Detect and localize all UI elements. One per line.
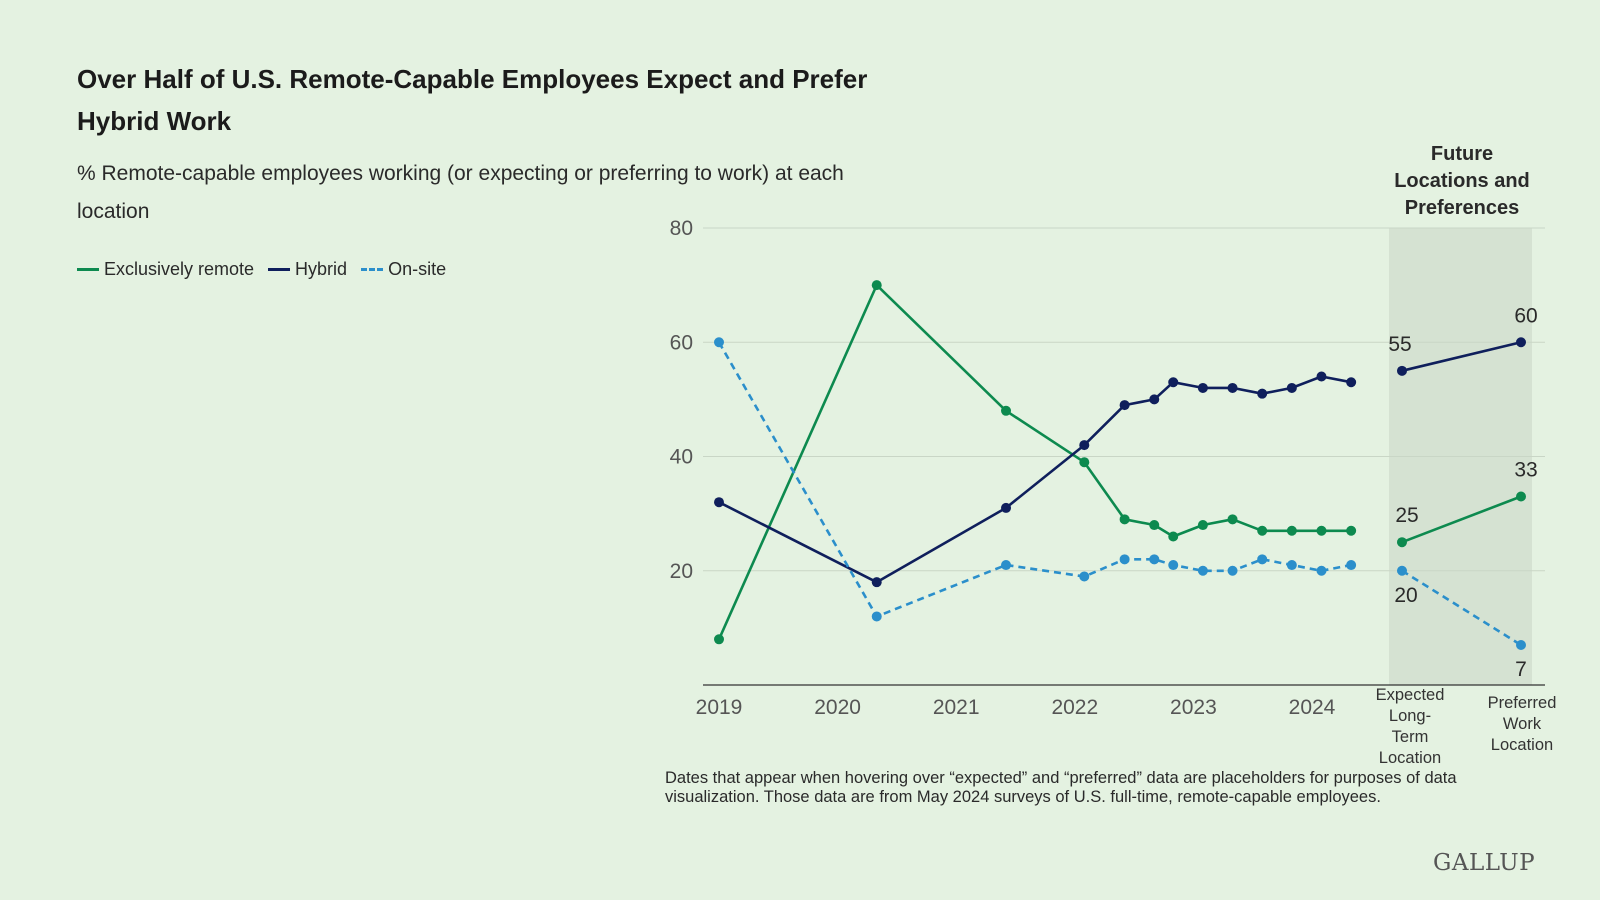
point-on-site-9 (1257, 554, 1268, 565)
point-exclusively-remote-7 (1197, 520, 1208, 531)
point-on-site-3 (1079, 571, 1090, 582)
point-on-site-2 (1001, 560, 1012, 571)
future-point-hybrid-2 (1516, 337, 1526, 348)
point-exclusively-remote-6 (1168, 531, 1179, 542)
point-on-site-10 (1286, 560, 1297, 571)
point-on-site-4 (1119, 554, 1130, 565)
point-hybrid-10 (1286, 382, 1297, 393)
point-on-site-7 (1197, 565, 1208, 576)
legend-label-on-site: On-site (388, 259, 447, 279)
point-exclusively-remote-1 (871, 280, 882, 291)
future-header-line-2: Locations and (1394, 170, 1530, 192)
point-on-site-1 (871, 611, 882, 622)
legend: Exclusively remote Hybrid On-site (77, 259, 460, 280)
gallup-logo: GALLUP (1433, 850, 1536, 876)
point-on-site-0 (714, 337, 724, 348)
series-line-on-site (717, 341, 1352, 618)
y-tick-label-20: 20 (670, 560, 693, 583)
future-category-2-line-3: Location (1491, 736, 1553, 754)
point-hybrid-2 (1001, 502, 1012, 513)
chart-title: Over Half of U.S. Remote-Capable Employe… (77, 64, 868, 136)
future-point-exclusively-remote-1 (1397, 537, 1407, 548)
future-label-exclusively-remote-1: 25 (1395, 504, 1418, 527)
footnote: Dates that appear when hovering over “ex… (665, 769, 1457, 806)
future-label-on-site-1: 20 (1394, 584, 1417, 607)
point-exclusively-remote-3 (1079, 457, 1090, 468)
future-category-1-line-4: Location (1379, 749, 1441, 767)
point-on-site-8 (1227, 565, 1238, 576)
future-category-2-line-1: Preferred (1488, 694, 1557, 712)
point-exclusively-remote-2 (1001, 405, 1012, 416)
x-tick-label-2024: 2024 (1289, 696, 1336, 719)
x-tick-label-2020: 2020 (814, 696, 861, 719)
point-exclusively-remote-5 (1149, 520, 1160, 531)
x-tick-label-2021: 2021 (933, 696, 980, 719)
series-line-hybrid (718, 375, 1352, 584)
future-point-exclusively-remote-2 (1516, 491, 1526, 502)
future-category-1-line-2: Long- (1389, 707, 1431, 725)
future-line-hybrid (1401, 340, 1522, 373)
point-on-site-11 (1316, 565, 1327, 576)
point-hybrid-7 (1197, 382, 1208, 393)
legend-item-hybrid[interactable]: Hybrid (268, 259, 347, 280)
point-on-site-5 (1149, 554, 1160, 565)
x-tick-label-2019: 2019 (696, 696, 743, 719)
x-tick-label-2023: 2023 (1170, 696, 1217, 719)
legend-item-exclusively-remote[interactable]: Exclusively remote (77, 259, 254, 280)
future-label-hybrid-1: 55 (1388, 333, 1411, 356)
point-exclusively-remote-4 (1119, 514, 1130, 525)
point-hybrid-9 (1257, 388, 1268, 399)
x-tick-label-2022: 2022 (1051, 696, 1098, 719)
point-hybrid-0 (714, 497, 724, 508)
legend-swatch-hybrid (268, 268, 291, 271)
y-tick-label-80: 80 (670, 217, 693, 240)
future-label-exclusively-remote-2: 33 (1514, 458, 1537, 481)
legend-swatch-exclusively-remote (77, 268, 99, 271)
point-exclusively-remote-10 (1286, 525, 1297, 536)
future-category-1-line-3: Term (1392, 728, 1429, 746)
legend-item-on-site[interactable]: On-site (361, 259, 446, 280)
point-hybrid-5 (1149, 394, 1160, 405)
point-hybrid-3 (1079, 440, 1090, 451)
point-exclusively-remote-12 (1346, 525, 1357, 536)
future-line-exclusively-remote (1401, 495, 1522, 544)
future-point-on-site-1 (1397, 565, 1407, 576)
future-label-hybrid-2: 60 (1514, 304, 1537, 327)
future-header-line-1: Future (1431, 143, 1493, 165)
future-category-2-line-2: Work (1503, 715, 1542, 733)
series-line-exclusively-remote (717, 283, 1352, 640)
point-hybrid-11 (1316, 371, 1327, 382)
point-hybrid-12 (1346, 377, 1357, 388)
point-exclusively-remote-8 (1227, 514, 1238, 525)
point-exclusively-remote-9 (1257, 525, 1268, 536)
point-hybrid-1 (871, 577, 882, 588)
y-tick-label-60: 60 (670, 331, 693, 354)
legend-label-exclusively-remote: Exclusively remote (104, 259, 255, 279)
future-label-on-site-2: 7 (1515, 658, 1527, 681)
future-point-on-site-2 (1516, 640, 1526, 651)
point-exclusively-remote-0 (714, 634, 724, 645)
legend-swatch-on-site (361, 268, 384, 271)
future-category-1-line-1: Expected (1376, 686, 1445, 704)
future-header-line-3: Preferences (1405, 197, 1520, 219)
point-on-site-12 (1346, 560, 1357, 571)
point-hybrid-8 (1227, 382, 1238, 393)
point-exclusively-remote-11 (1316, 525, 1327, 536)
point-on-site-6 (1168, 560, 1179, 571)
point-hybrid-6 (1168, 377, 1179, 388)
legend-label-hybrid: Hybrid (295, 259, 348, 279)
y-tick-label-40: 40 (670, 446, 693, 469)
future-point-hybrid-1 (1397, 365, 1407, 376)
point-hybrid-4 (1119, 400, 1130, 411)
chart-subtitle: % Remote-capable employees working (or e… (77, 162, 844, 223)
